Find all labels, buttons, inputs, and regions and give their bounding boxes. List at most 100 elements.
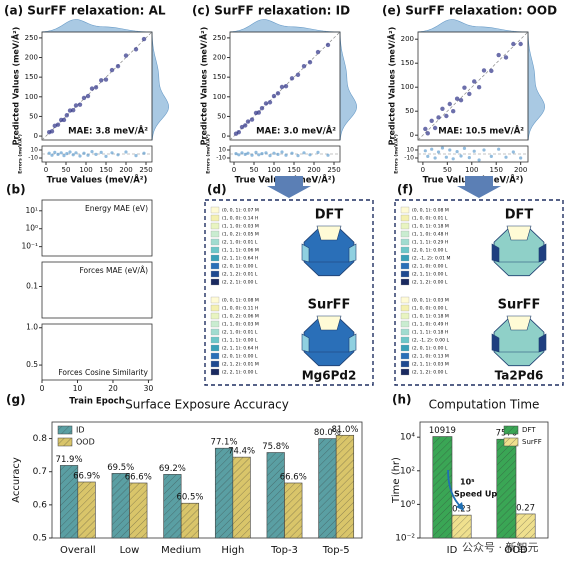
swatch [210,344,220,352]
legend-entry: (2, -1, 2): 0.01 M [412,256,451,262]
error-point [462,146,467,150]
legend-entry: (1, 0, 2): 0.06 M [222,314,259,320]
point [454,96,460,101]
point [283,83,289,89]
x-tick-label: Low [120,545,140,556]
legend-label: SurFF [522,438,542,446]
error-point [426,154,430,158]
x-label: True Values (meV/Å²) [47,175,148,186]
legend-entry: (1, 0, 0): 0.00 L [412,306,448,312]
legend-label: ID [76,426,85,435]
legend-entry: (2, 0, 1): 0.00 L [412,346,448,352]
legend-entry: (1, 1, 0): 0.03 M [222,224,259,230]
panel-label: (f) [397,183,413,197]
y-label: Predicted Values (meV/Å²) [199,27,209,146]
swatch [210,360,220,368]
error-point [280,150,284,154]
x-tick-label: 100 [79,166,92,174]
error-point [71,153,75,157]
y-label: Predicted Values (meV/Å²) [387,27,397,146]
error-point [142,151,146,155]
legend-entry: (1, 0, 0): 0.11 H [222,306,258,312]
bar [266,452,285,539]
legend-entry: (2, 1, 1): 0.00 L [412,272,448,278]
y-label: Time (hr) [391,457,402,504]
bar [111,473,130,539]
bar [515,513,536,539]
error-point [423,149,427,153]
legend-swatch [503,437,519,447]
x-tick-label: 0 [421,166,425,174]
legend-entry: (2, 1, 2): 0.00 L [412,280,448,286]
swatch [210,278,220,286]
point [425,131,430,136]
swatch [400,214,410,222]
panel-title: (c) SurFF relaxation: ID [192,4,350,18]
swatch [210,246,220,254]
point [133,47,139,52]
swatch [400,368,410,376]
error-point [94,152,98,156]
subplot-title: Energy MAE (eV) [85,204,148,213]
error-point [47,151,51,155]
value-label: 81.0% [331,425,358,435]
y-tick-label: 10 [406,147,414,154]
swatch [400,336,410,344]
point [436,115,441,120]
error-point [116,153,120,157]
y-tick-label: 200 [213,54,226,62]
point [481,68,487,73]
legend-entry: (2, 1, 0): 0.01 L [222,330,258,336]
point [423,126,428,132]
legend-entry: (1, 0, 1): 0.18 M [412,224,449,230]
error-point [243,152,247,156]
y-label: Predicted Values (meV/Å²) [11,27,21,146]
x-tick-label: 0 [44,166,48,174]
error-point [497,147,501,151]
error-point [90,150,94,154]
plot-frame [41,261,153,319]
material-label: Ta2Pd6 [495,369,544,383]
point [429,118,434,124]
error-point [240,151,244,155]
density-right [527,31,545,141]
point [55,122,61,127]
point [256,110,261,115]
swatch [400,222,410,230]
point [472,79,477,84]
bar [77,481,96,539]
value-label: 66.6% [125,472,152,482]
watermark: 公众号 · 新智元 [462,540,539,554]
y-tick-label: 10 [218,147,226,154]
legend-entry: (1, 1, 1): 0.29 H [412,240,448,246]
error-point [276,152,280,156]
y-tick-label: 10⁻¹ [21,242,38,251]
point [89,86,95,91]
swatch [400,278,410,286]
panel-label: (g) [6,393,26,407]
legend-entry: (2, 1, 1): 0.64 H [222,346,258,352]
plot-frame [51,421,363,539]
point [518,41,523,47]
y-tick-label: 50 [217,112,226,120]
section-title: DFT [315,208,344,223]
x-tick-label: 10 [73,384,83,393]
swatch [210,320,220,328]
swatch [400,312,410,320]
density-top [41,19,153,33]
swatch [210,368,220,376]
swatch [400,320,410,328]
error-point [284,153,288,157]
value-label: 80.0% [314,428,341,438]
bar [180,502,200,539]
point [447,101,452,107]
legend-swatch [57,437,73,447]
legend-entry: (2, 1, 2): 0.00 L [412,370,448,376]
error-point [68,150,72,154]
point [123,53,129,58]
error-point [53,150,57,154]
error-point [489,154,493,158]
x-tick-label: 100 [465,166,478,174]
error-point [246,151,250,155]
